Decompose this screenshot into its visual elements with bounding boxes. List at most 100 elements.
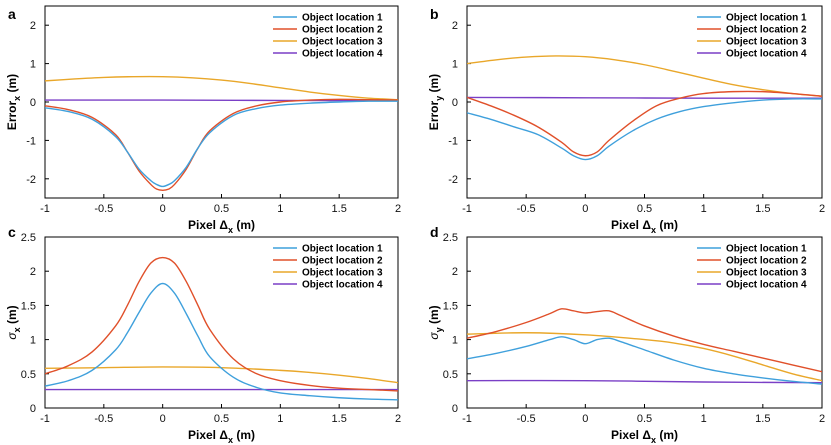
x-tick-label: 0.5: [214, 413, 229, 425]
x-tick-label: 0.5: [214, 203, 229, 215]
y-tick-label: 0: [452, 97, 458, 109]
series-line-object-location-2: [45, 256, 398, 392]
legend-entry: Object location 4: [726, 49, 807, 60]
x-axis-label: Pixel Δx (m): [611, 428, 678, 445]
y-tick-label: 2.5: [443, 232, 458, 244]
series-line-object-location-3: [467, 55, 822, 97]
y-tick-label: 2: [30, 266, 36, 278]
panel-d: d -1 -0.5 0 0.5 1 1.5 2 0 0.5 1 1.5 2 2.5 Pixel Δx (m)…: [427, 224, 825, 445]
x-tick-label: 0: [160, 203, 166, 215]
series-line-object-location-2: [45, 98, 398, 192]
x-tick-label: 1: [277, 413, 283, 425]
x-tick-label: 1.5: [332, 203, 347, 215]
x-tick-label: -0.5: [517, 413, 536, 425]
x-tick-label: 1.5: [332, 413, 347, 425]
series-line-object-location-1: [45, 282, 398, 401]
series-group: [467, 308, 822, 385]
x-tick-label: 1: [701, 203, 707, 215]
series-line-object-location-2: [467, 308, 822, 373]
panel-a: a -1 -0.5 0 0.5 1 1.5 2 -2 -1 0 1 2 Pixel Δx (m) Error…: [5, 5, 401, 235]
series-line-object-location-4: [467, 379, 822, 384]
y-tick-label: 1.5: [443, 300, 458, 312]
x-tick-label: -1: [40, 413, 50, 425]
series-line-object-location-4: [467, 96, 822, 99]
x-tick-label: 0.5: [637, 203, 652, 215]
legend-entry: Object location 1: [302, 13, 383, 24]
legend-entry: Object location 3: [302, 268, 383, 279]
y-axis-label: Errory (m): [427, 74, 444, 130]
panel-c: c -1 -0.5 0 0.5 1 1.5 2 0 0.5 1 1.5 2 2.5 Pixel Δx (m)…: [5, 224, 401, 445]
y-tick-label: 1: [30, 59, 36, 71]
panel-label: c: [8, 224, 16, 240]
legend-entry: Object location 2: [726, 25, 807, 36]
x-tick-label: 0: [582, 203, 588, 215]
x-tick-label: 2: [395, 413, 401, 425]
series-line-object-location-1: [45, 100, 398, 188]
x-tick-label: -1: [462, 203, 472, 215]
x-axis-label: Pixel Δx (m): [188, 218, 255, 235]
y-axis-label: σy (m): [427, 305, 444, 339]
x-tick-label: -1: [40, 203, 50, 215]
legend-entry: Object location 2: [302, 25, 383, 36]
y-tick-label: 2: [452, 20, 458, 32]
y-tick-label: 1.5: [21, 300, 36, 312]
legend-entry: Object location 1: [726, 244, 807, 255]
y-axis-label: σx (m): [5, 305, 22, 339]
x-axis-label: Pixel Δx (m): [188, 428, 255, 445]
x-tick-label: 2: [819, 413, 825, 425]
x-tick-label: -0.5: [517, 203, 536, 215]
panel-label: d: [430, 224, 439, 240]
series-line-object-location-1: [467, 336, 822, 385]
x-axis-label: Pixel Δx (m): [611, 218, 678, 235]
x-tick-label: 1.5: [755, 413, 770, 425]
legend-entry: Object location 2: [726, 256, 807, 267]
series-group: [45, 75, 398, 192]
x-tick-label: -1: [462, 413, 472, 425]
legend-entry: Object location 4: [302, 280, 383, 291]
legend-entry: Object location 1: [302, 244, 383, 255]
y-tick-label: 2.5: [21, 232, 36, 244]
x-tick-label: -0.5: [94, 203, 113, 215]
x-tick-label: 0: [160, 413, 166, 425]
x-tick-label: 2: [395, 203, 401, 215]
y-tick-label: -2: [26, 174, 36, 186]
y-tick-label: 0.5: [21, 369, 36, 381]
y-tick-label: 1: [452, 59, 458, 71]
x-tick-label: 2: [819, 203, 825, 215]
x-tick-label: -0.5: [94, 413, 113, 425]
legend-entry: Object location 4: [726, 280, 807, 291]
y-tick-label: 0.5: [443, 369, 458, 381]
legend-entry: Object location 3: [302, 37, 383, 48]
legend-entry: Object location 4: [302, 49, 383, 60]
series-line-object-location-4: [45, 99, 398, 102]
series-group: [45, 256, 398, 401]
panel-b: b -1 -0.5 0 0.5 1 1.5 2 -2 -1 0 1 2 Pixel Δx (m) Error…: [427, 5, 825, 235]
y-tick-label: 0: [30, 97, 36, 109]
y-tick-label: 2: [452, 266, 458, 278]
y-tick-label: 0: [30, 403, 36, 415]
y-tick-label: 1: [30, 335, 36, 347]
y-tick-label: 1: [452, 335, 458, 347]
x-tick-label: 0.5: [637, 413, 652, 425]
y-tick-label: -2: [448, 174, 458, 186]
series-line-object-location-3: [45, 75, 398, 101]
legend-entry: Object location 3: [726, 268, 807, 279]
y-tick-label: -1: [448, 135, 458, 147]
series-line-object-location-1: [467, 98, 822, 161]
legend-entry: Object location 3: [726, 37, 807, 48]
panel-label: b: [430, 6, 439, 22]
series-line-object-location-2: [467, 90, 822, 157]
legend-entry: Object location 1: [726, 13, 807, 24]
y-axis-label: Errorx (m): [5, 74, 22, 130]
series-line-object-location-3: [45, 366, 398, 384]
y-tick-label: -1: [26, 135, 36, 147]
x-tick-label: 0: [582, 413, 588, 425]
legend-entry: Object location 2: [302, 256, 383, 267]
series-group: [467, 55, 822, 161]
panel-label: a: [8, 6, 16, 22]
x-tick-label: 1: [701, 413, 707, 425]
series-line-object-location-3: [467, 332, 822, 382]
x-tick-label: 1: [277, 203, 283, 215]
y-tick-label: 0: [452, 403, 458, 415]
